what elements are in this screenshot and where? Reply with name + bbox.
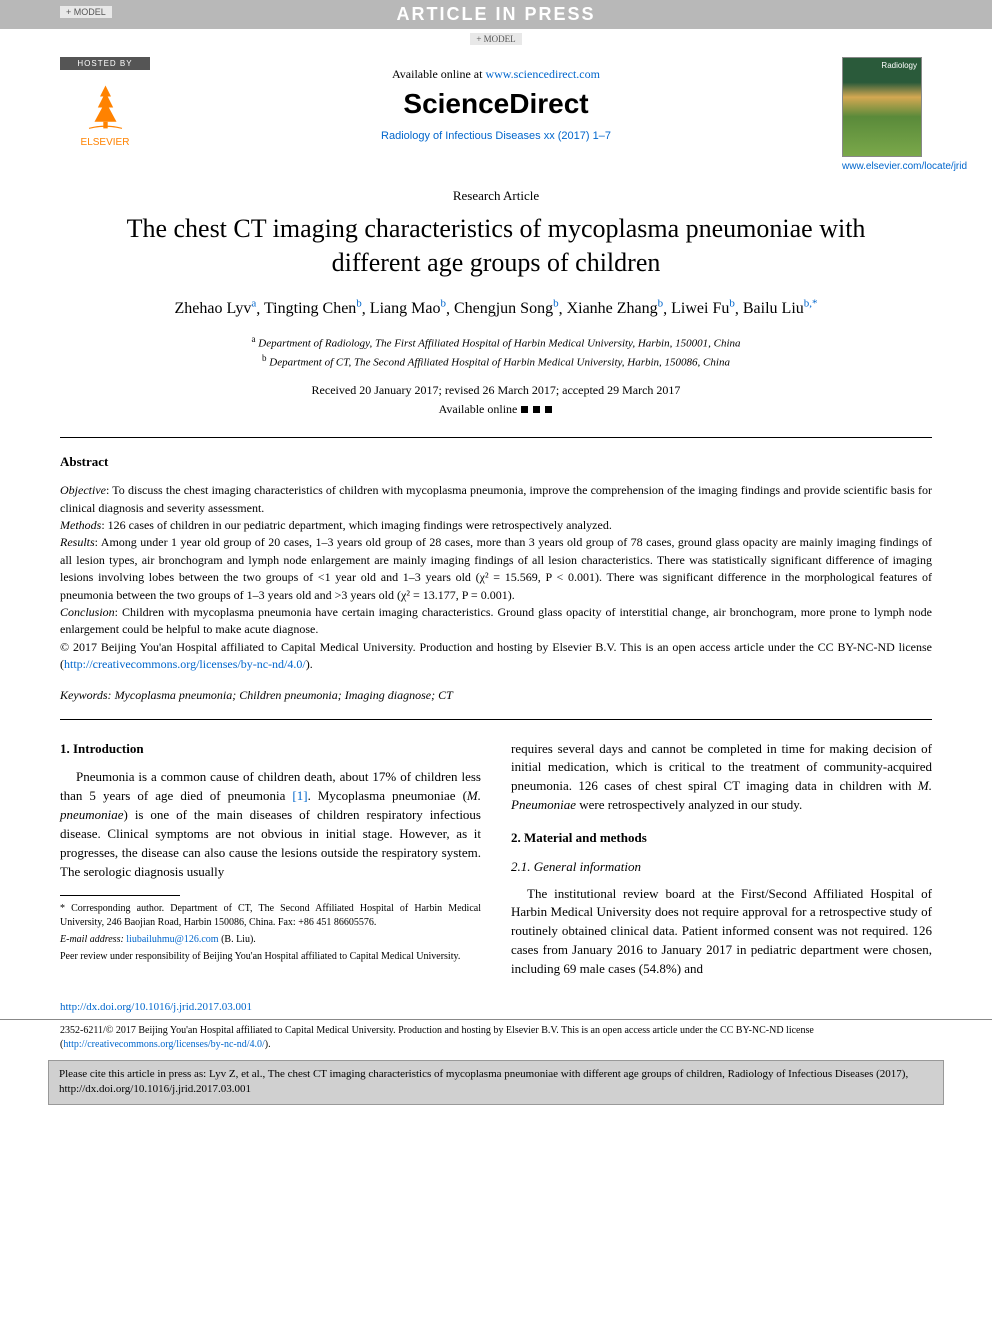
elsevier-text: ELSEVIER — [81, 137, 130, 148]
author: Zhehao Lyva — [174, 300, 256, 317]
journal-header: HOSTED BY ELSEVIER Available online at w… — [0, 49, 992, 172]
locate-link[interactable]: www.elsevier.com/locate/jrid — [842, 161, 932, 172]
author: Tingting Chenb — [264, 300, 362, 317]
journal-cover-box: Radiology www.elsevier.com/locate/jrid — [842, 57, 932, 172]
author: Liwei Fub — [671, 300, 735, 317]
elsevier-tree-icon — [78, 80, 133, 135]
affiliation-a: a Department of Radiology, The First Aff… — [0, 333, 992, 352]
abstract-body: Objective: To discuss the chest imaging … — [60, 482, 932, 673]
abstract-copyright: © 2017 Beijing You'an Hospital affiliate… — [60, 639, 932, 674]
hosted-by-label: HOSTED BY — [60, 57, 150, 70]
authors-line: Zhehao Lyva, Tingting Chenb, Liang Maob,… — [0, 296, 992, 321]
doi-section: http://dx.doi.org/10.1016/j.jrid.2017.03… — [0, 997, 992, 1019]
elsevier-logo: ELSEVIER — [70, 74, 140, 154]
doi-link[interactable]: http://dx.doi.org/10.1016/j.jrid.2017.03… — [60, 1001, 252, 1013]
right-column: requires several days and cannot be comp… — [511, 740, 932, 987]
banner-text: ARTICLE IN PRESS — [396, 4, 595, 24]
abstract-section: Abstract Objective: To discuss the chest… — [0, 438, 992, 718]
intro-heading: 1. Introduction — [60, 740, 481, 759]
article-dates: Received 20 January 2017; revised 26 Mar… — [0, 383, 992, 398]
affiliations: a Department of Radiology, The First Aff… — [0, 333, 992, 371]
sciencedirect-url[interactable]: www.sciencedirect.com — [485, 67, 600, 81]
abstract-results: Results: Among under 1 year old group of… — [60, 534, 932, 604]
email-link[interactable]: liubailuhmu@126.com — [124, 934, 219, 945]
left-column: 1. Introduction Pneumonia is a common ca… — [60, 740, 481, 987]
affiliation-b: b Department of CT, The Second Affiliate… — [0, 352, 992, 371]
corresponding-author-note: * Corresponding author. Department of CT… — [60, 902, 481, 930]
footer-license-link[interactable]: http://creativecommons.org/licenses/by-n… — [63, 1039, 264, 1050]
abstract-objective: Objective: To discuss the chest imaging … — [60, 482, 932, 517]
author: Chengjun Songb — [454, 300, 559, 317]
subsection-heading: 2.1. General information — [511, 858, 932, 877]
model-tag-row: + MODEL — [0, 29, 992, 49]
keywords-text: Mycoplasma pneumonia; Children pneumonia… — [112, 688, 453, 702]
intro-paragraph: Pneumonia is a common cause of children … — [60, 768, 481, 881]
abstract-heading: Abstract — [60, 454, 932, 470]
author: Xianhe Zhangb — [567, 300, 664, 317]
journal-cover-image: Radiology — [842, 57, 922, 157]
keywords-label: Keywords: — [60, 688, 112, 702]
cite-box: Please cite this article in press as: Ly… — [48, 1060, 944, 1105]
citation-link[interactable]: [1] — [292, 788, 307, 803]
center-header: Available online at www.sciencedirect.co… — [150, 57, 842, 142]
model-tag: + MODEL — [60, 6, 112, 18]
body-columns: 1. Introduction Pneumonia is a common ca… — [0, 720, 992, 997]
hosted-by-box: HOSTED BY ELSEVIER — [60, 57, 150, 154]
license-link[interactable]: http://creativecommons.org/licenses/by-n… — [64, 657, 306, 671]
model-tag-2: + MODEL — [470, 33, 521, 45]
sciencedirect-logo: ScienceDirect — [150, 88, 842, 120]
abstract-conclusion: Conclusion: Children with mycoplasma pne… — [60, 604, 932, 639]
intro-continuation: requires several days and cannot be comp… — [511, 740, 932, 815]
email-note: E-mail address: liubailuhmu@126.com (B. … — [60, 933, 481, 947]
journal-reference: Radiology of Infectious Diseases xx (201… — [150, 130, 842, 142]
methods-heading: 2. Material and methods — [511, 829, 932, 848]
author: Liang Maob — [370, 300, 446, 317]
available-online-date: Available online — [0, 402, 992, 417]
peer-review-note: Peer review under responsibility of Beij… — [60, 950, 481, 964]
footnotes: * Corresponding author. Department of CT… — [60, 902, 481, 964]
article-in-press-banner: + MODEL ARTICLE IN PRESS — [0, 0, 992, 29]
footnote-rule — [60, 895, 180, 896]
methods-paragraph: The institutional review board at the Fi… — [511, 885, 932, 979]
copyright-footer: 2352-6211/© 2017 Beijing You'an Hospital… — [0, 1019, 992, 1060]
available-prefix: Available online at — [392, 67, 485, 81]
author: Bailu Liub,* — [743, 300, 818, 317]
keywords-line: Keywords: Mycoplasma pneumonia; Children… — [60, 688, 932, 703]
cover-title: Radiology — [881, 61, 917, 70]
article-title: The chest CT imaging characteristics of … — [0, 212, 992, 280]
article-type: Research Article — [0, 188, 992, 204]
available-online-line: Available online at www.sciencedirect.co… — [150, 67, 842, 82]
abstract-methods: Methods: 126 cases of children in our pe… — [60, 517, 932, 534]
